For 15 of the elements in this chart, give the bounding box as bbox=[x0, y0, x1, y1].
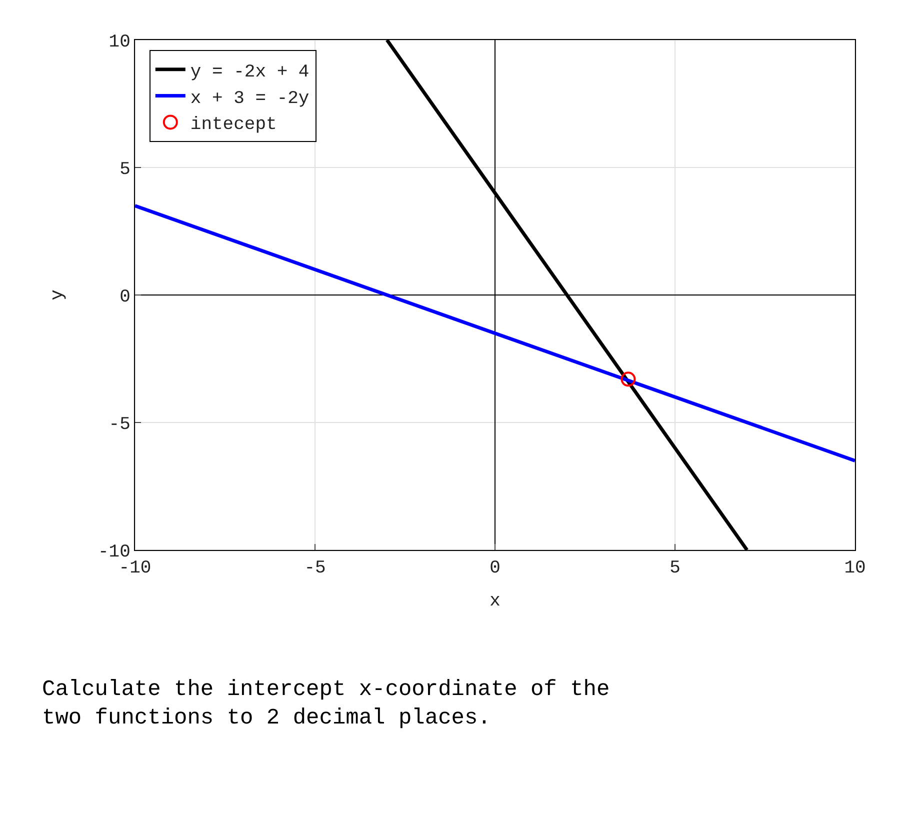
x-tick-label: 0 bbox=[490, 558, 500, 579]
y-axis-title: y bbox=[48, 289, 68, 300]
y-tick-label: 5 bbox=[120, 160, 130, 180]
x-axis-title: x bbox=[490, 592, 500, 612]
x-tick-label: -5 bbox=[304, 558, 326, 579]
legend-label: x + 3 = -2y bbox=[190, 88, 310, 109]
x-tick-label: 5 bbox=[670, 558, 680, 579]
y-tick-label: 10 bbox=[108, 32, 130, 52]
legend-label: intecept bbox=[190, 115, 277, 136]
y-tick-label: -5 bbox=[108, 414, 130, 435]
y-tick-label: 0 bbox=[120, 287, 130, 308]
y-tick-label: -10 bbox=[98, 542, 130, 562]
text: Calculate the intercept x-coordinate of the two functions to 2 decimal places. bbox=[42, 677, 610, 731]
x-tick-label: 10 bbox=[844, 558, 866, 579]
legend-label: y = -2x + 4 bbox=[190, 62, 310, 82]
